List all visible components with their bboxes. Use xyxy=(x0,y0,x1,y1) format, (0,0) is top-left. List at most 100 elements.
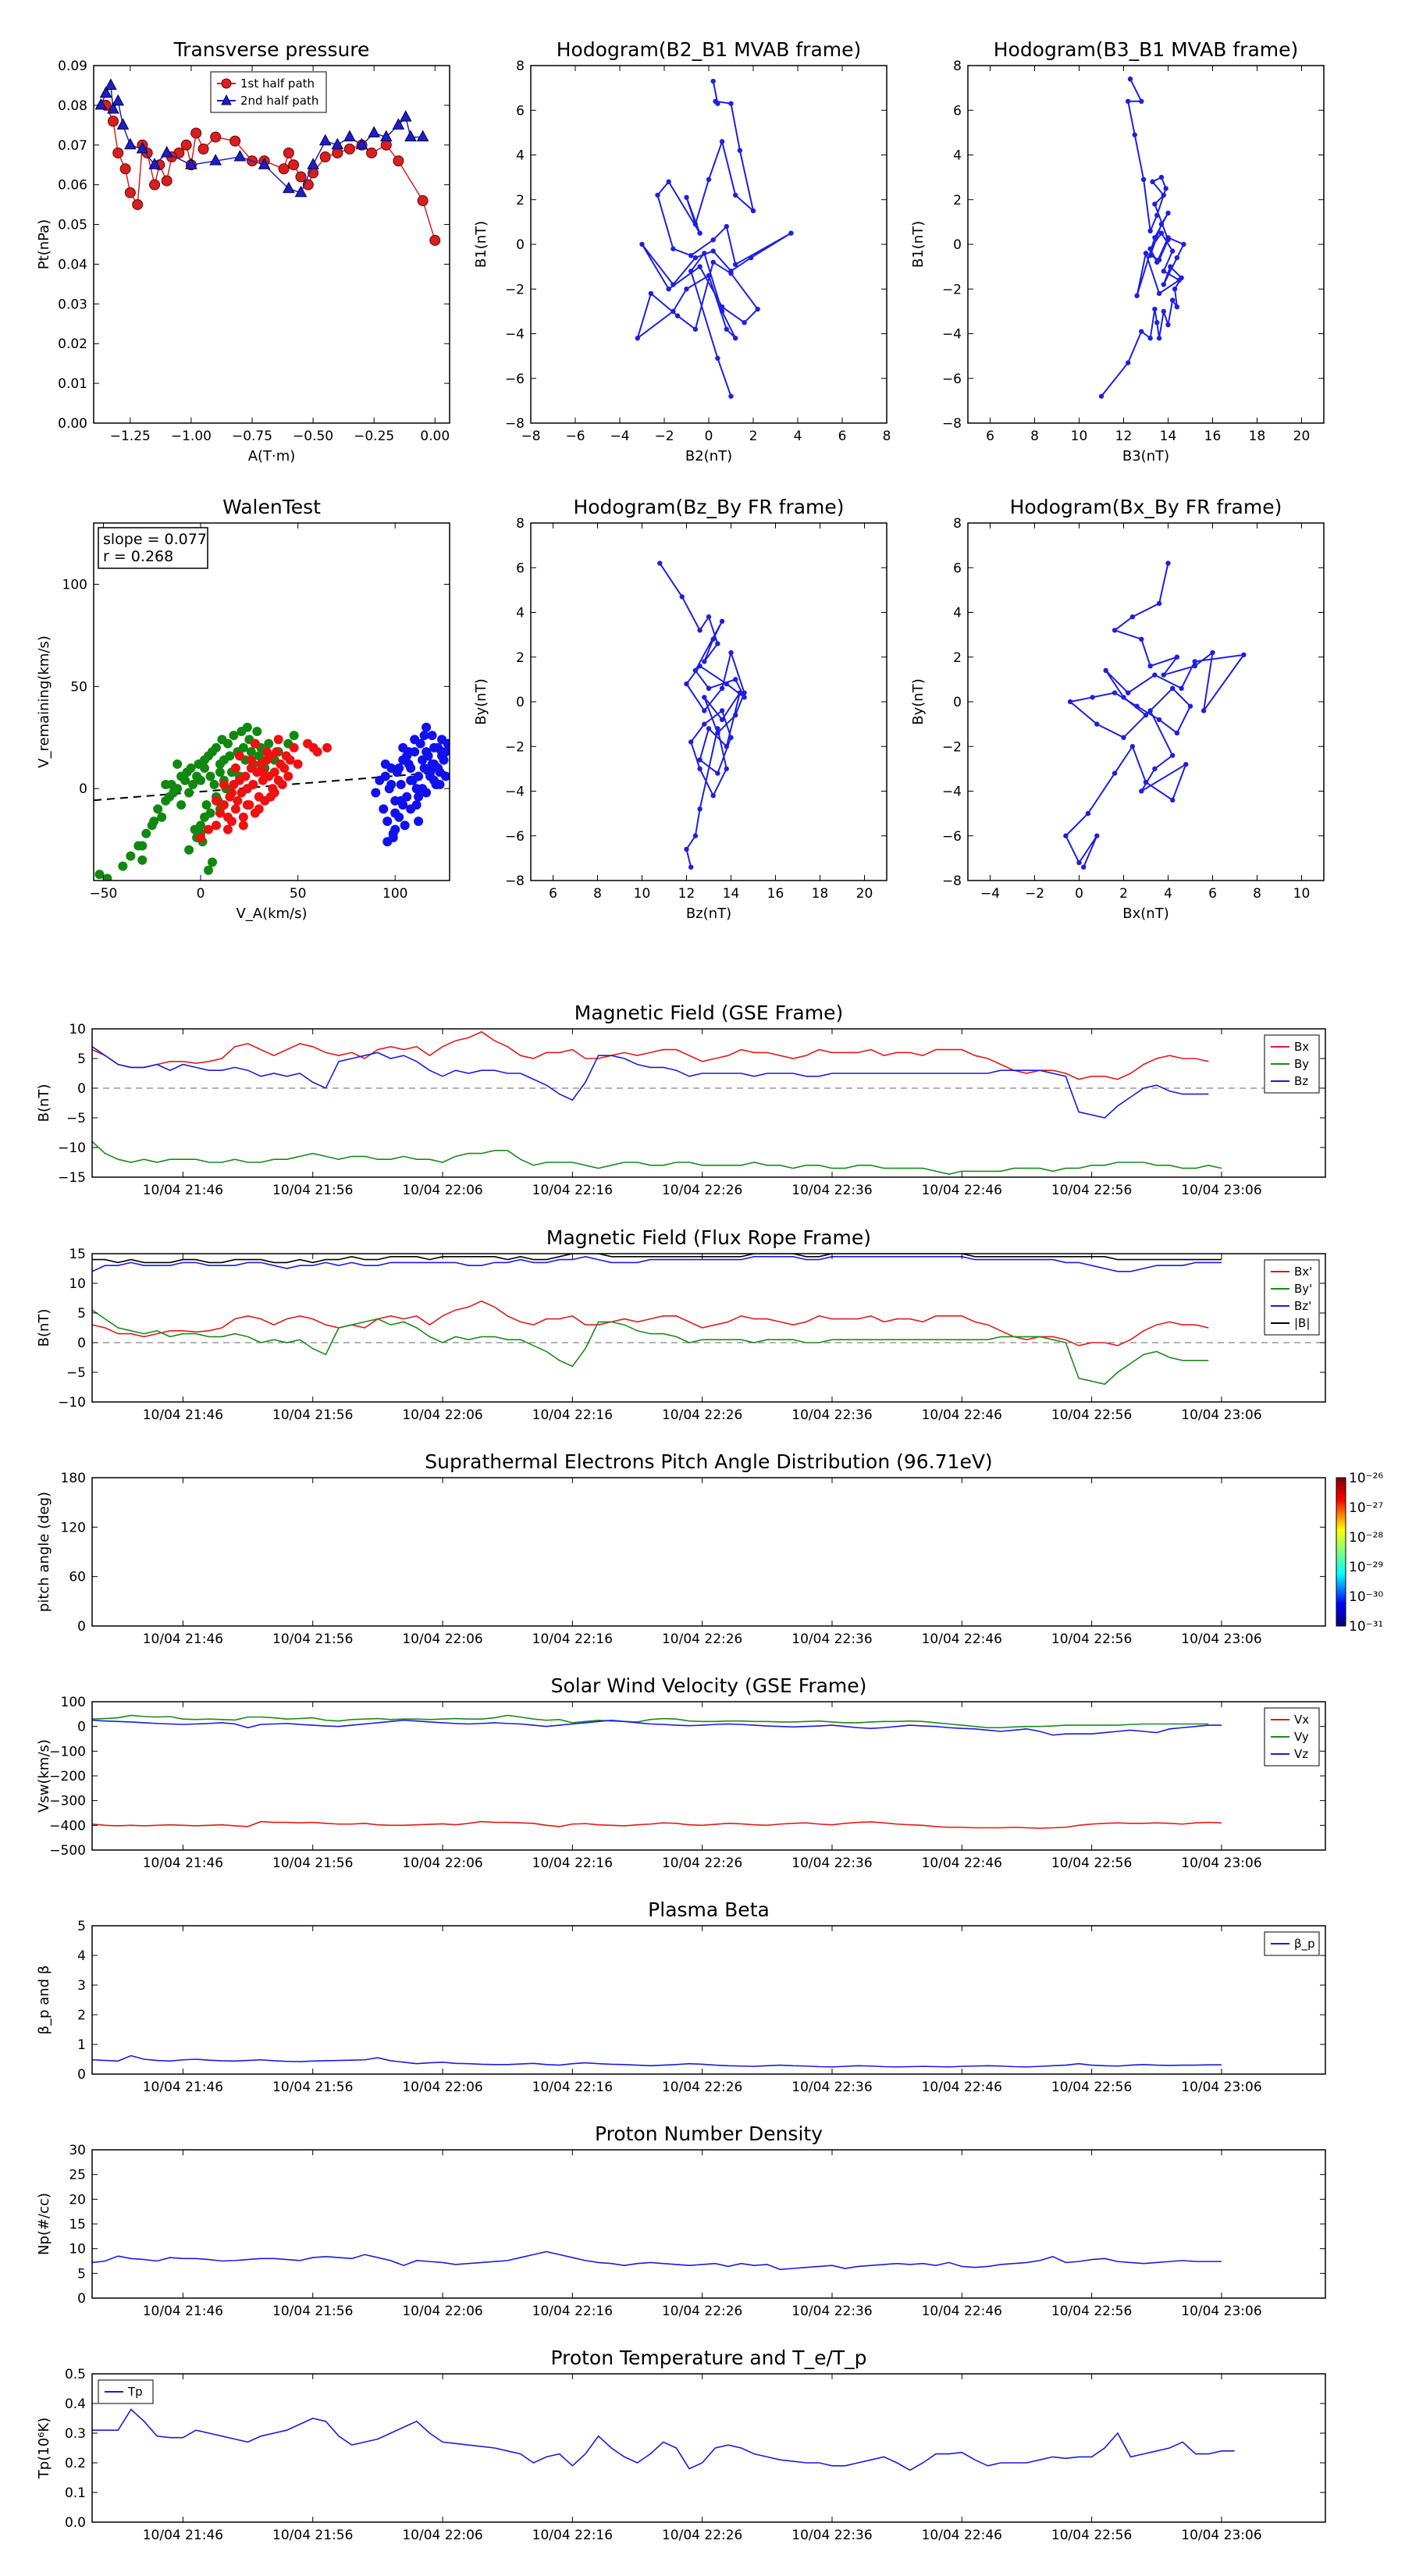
data-point xyxy=(411,784,422,794)
y-tick-label: 0.0 xyxy=(65,2515,86,2531)
data-point xyxy=(1165,322,1171,328)
x-tick-label: 10/04 22:06 xyxy=(402,2528,482,2543)
data-point xyxy=(719,304,725,310)
y-tick-label: −4 xyxy=(505,785,525,800)
y-tick-label: 3 xyxy=(77,1978,86,1994)
data-point xyxy=(355,137,368,150)
x-tick-label: 10/04 22:16 xyxy=(532,2528,613,2543)
data-point xyxy=(733,192,738,198)
data-point xyxy=(719,717,725,723)
data-point xyxy=(724,744,729,749)
x-tick-label: 6 xyxy=(549,886,557,902)
data-point xyxy=(1081,864,1087,870)
x-tick-label: 10/04 21:46 xyxy=(143,2528,223,2543)
x-axis-label: Bz(nT) xyxy=(686,906,731,922)
data-point xyxy=(204,865,214,875)
data-point xyxy=(788,230,794,236)
data-point xyxy=(750,208,756,214)
data-point xyxy=(250,738,260,749)
data-point xyxy=(710,78,716,84)
y-tick-label: 4 xyxy=(77,1948,86,1964)
data-point xyxy=(719,139,725,144)
y-tick-label: 50 xyxy=(70,679,87,695)
y-tick-label: −4 xyxy=(942,785,962,800)
data-point xyxy=(380,139,392,151)
colorbar xyxy=(1336,1477,1346,1627)
x-tick-label: 12 xyxy=(678,886,695,902)
data-point xyxy=(1090,695,1095,700)
colorbar-label: 10⁻²⁶ xyxy=(1349,1471,1383,1486)
data-point xyxy=(238,812,248,822)
chart-title: Magnetic Field (GSE Frame) xyxy=(574,1002,843,1024)
data-point xyxy=(238,742,248,753)
y-tick-label: 2 xyxy=(77,2008,86,2023)
data-point xyxy=(222,738,233,749)
data-point xyxy=(427,759,437,769)
y-tick-label: 2 xyxy=(516,193,525,208)
x-tick-label: 8 xyxy=(883,429,891,444)
data-point xyxy=(396,779,406,789)
data-point xyxy=(208,857,217,867)
data-point xyxy=(429,234,441,246)
y-tick-label: 0 xyxy=(79,781,87,797)
data-point xyxy=(666,179,671,185)
data-point xyxy=(733,712,738,718)
data-point xyxy=(331,137,344,150)
series-line-0 xyxy=(92,1300,1209,1347)
data-point xyxy=(1174,654,1180,660)
axes-frame xyxy=(91,1701,1326,1851)
data-point xyxy=(411,800,422,810)
data-point xyxy=(107,116,119,127)
y-tick-label: 0.08 xyxy=(58,98,87,114)
panel-tp: Transverse pressure −1.25 −1.00 −0.75 −0.50 −… xyxy=(36,38,450,464)
legend-label: Bx' xyxy=(1294,1265,1312,1279)
data-point xyxy=(380,771,390,781)
data-point xyxy=(724,326,729,332)
data-point xyxy=(242,722,252,732)
y-tick-label: −2 xyxy=(505,739,525,755)
series-line-1 xyxy=(92,1309,1209,1386)
data-point xyxy=(719,618,725,624)
data-point xyxy=(396,795,406,806)
data-point xyxy=(635,336,640,341)
data-point xyxy=(1241,652,1247,658)
data-point xyxy=(1165,560,1171,566)
plot-area xyxy=(92,1926,1325,2074)
data-point xyxy=(1179,685,1184,692)
data-point xyxy=(116,118,130,130)
data-point xyxy=(394,763,404,774)
data-point xyxy=(706,272,712,279)
data-point xyxy=(215,808,225,818)
data-point xyxy=(1170,753,1176,758)
y-tick-label: −8 xyxy=(942,416,962,432)
data-point xyxy=(679,594,685,600)
data-point xyxy=(1112,770,1118,776)
data-point xyxy=(229,731,239,741)
y-tick-label: −10 xyxy=(58,1395,86,1411)
data-point xyxy=(1161,308,1167,315)
x-tick-label: 8 xyxy=(1253,886,1261,902)
y-tick-label: 60 xyxy=(69,1570,86,1585)
x-tick-label: 10/04 21:46 xyxy=(143,1631,223,1647)
data-point xyxy=(1129,614,1136,620)
data-point xyxy=(240,771,251,781)
data-point xyxy=(132,199,144,211)
legend: Bx By Bz xyxy=(1264,1034,1320,1094)
data-point xyxy=(393,155,404,167)
y-tick-label: 10 xyxy=(69,1022,86,1037)
data-point xyxy=(728,271,734,276)
y-tick-label: 2 xyxy=(953,650,962,666)
y-tick-label: 0 xyxy=(77,1720,86,1735)
chart-title: Transverse pressure xyxy=(173,38,370,61)
data-point xyxy=(248,779,258,789)
y-axis-label: B(nT) xyxy=(36,1309,52,1347)
legend-label: |B| xyxy=(1294,1316,1310,1330)
data-point xyxy=(1143,712,1149,718)
data-point xyxy=(279,763,290,774)
data-point xyxy=(1150,179,1155,185)
data-point xyxy=(692,222,699,227)
colorbar-label: 10⁻²⁸ xyxy=(1349,1530,1383,1546)
data-point xyxy=(422,747,432,757)
data-point xyxy=(710,237,716,243)
data-layer xyxy=(92,2055,1222,2068)
